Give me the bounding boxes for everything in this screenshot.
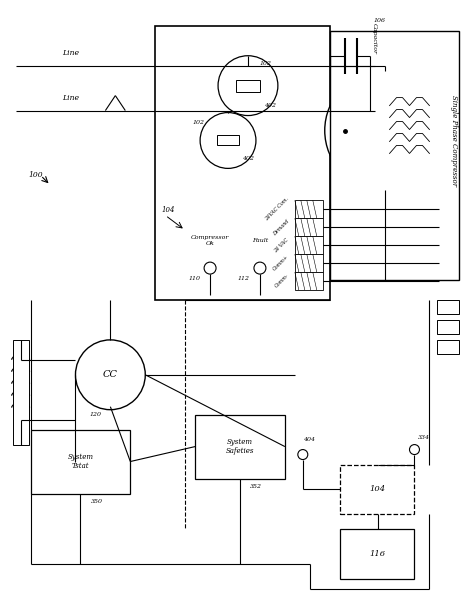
Text: Line: Line bbox=[62, 93, 79, 101]
Bar bbox=[217, 136, 239, 145]
Text: CC: CC bbox=[103, 370, 118, 379]
Bar bbox=[330, 31, 459, 280]
Circle shape bbox=[298, 450, 308, 459]
Text: Fault: Fault bbox=[252, 238, 268, 242]
Bar bbox=[438, 340, 459, 354]
Text: 110: 110 bbox=[188, 276, 200, 280]
Text: 24VAC Com.: 24VAC Com. bbox=[264, 197, 290, 222]
Text: 106: 106 bbox=[374, 18, 385, 24]
Circle shape bbox=[325, 71, 445, 191]
Text: 100: 100 bbox=[28, 171, 43, 179]
Bar bbox=[295, 236, 323, 254]
Bar bbox=[340, 529, 414, 579]
Text: 102: 102 bbox=[260, 61, 272, 66]
Circle shape bbox=[218, 55, 278, 116]
Text: 24 VAC: 24 VAC bbox=[273, 237, 290, 253]
Text: Comm+: Comm+ bbox=[272, 254, 290, 272]
Bar bbox=[295, 272, 323, 290]
Text: Compressor
Ok: Compressor Ok bbox=[191, 235, 229, 245]
Bar bbox=[295, 254, 323, 272]
Bar bbox=[345, 122, 361, 139]
Bar bbox=[295, 200, 323, 218]
Text: 116: 116 bbox=[370, 551, 386, 558]
Bar bbox=[340, 464, 414, 514]
Text: 112: 112 bbox=[238, 276, 250, 280]
Circle shape bbox=[204, 262, 216, 274]
Text: 350: 350 bbox=[91, 499, 102, 504]
Text: System
Safeties: System Safeties bbox=[226, 438, 254, 455]
Bar bbox=[195, 415, 285, 479]
Text: Capacitor: Capacitor bbox=[372, 24, 377, 54]
Bar bbox=[31, 429, 130, 494]
Text: 402: 402 bbox=[264, 103, 276, 108]
Text: 404: 404 bbox=[303, 437, 315, 442]
Circle shape bbox=[410, 444, 419, 455]
Circle shape bbox=[75, 340, 145, 409]
Text: Comm-: Comm- bbox=[274, 273, 290, 289]
Bar bbox=[438, 300, 459, 314]
Text: System
Tstat: System Tstat bbox=[67, 453, 93, 470]
Bar bbox=[155, 26, 330, 300]
Text: Line: Line bbox=[62, 49, 79, 57]
Text: 104: 104 bbox=[370, 485, 386, 493]
Circle shape bbox=[200, 113, 256, 168]
Bar bbox=[236, 80, 260, 92]
Text: 102: 102 bbox=[192, 120, 204, 125]
Text: 120: 120 bbox=[90, 412, 101, 417]
Circle shape bbox=[254, 262, 266, 274]
Bar bbox=[295, 218, 323, 236]
Bar bbox=[438, 320, 459, 334]
Text: 402: 402 bbox=[242, 156, 254, 161]
Text: 352: 352 bbox=[250, 484, 262, 489]
Text: 104: 104 bbox=[162, 206, 175, 214]
Text: 334: 334 bbox=[418, 435, 429, 440]
Text: Demand: Demand bbox=[272, 218, 290, 236]
Text: Single Phase Compressor: Single Phase Compressor bbox=[450, 95, 458, 186]
Bar bbox=[13, 340, 28, 444]
